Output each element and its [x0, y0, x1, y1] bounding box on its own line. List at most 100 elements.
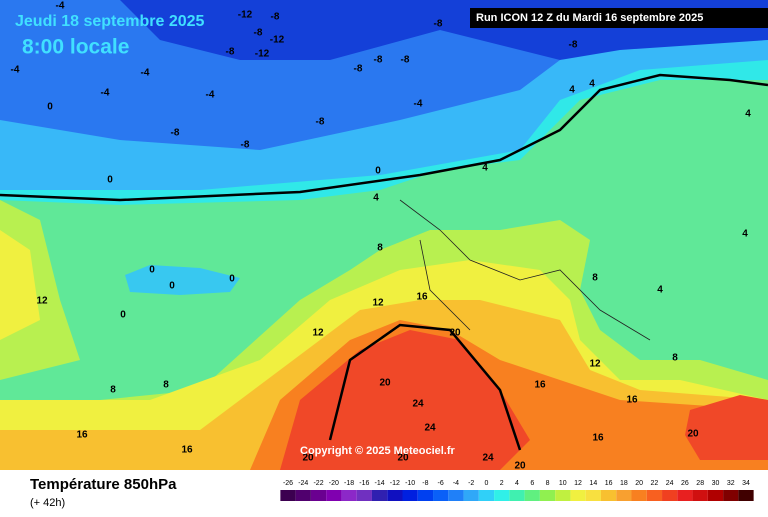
contour-label: 20 — [687, 429, 699, 440]
color-scale: -26 -24 -22 -20 -18 -16 -14 -12 -10 -8 -6 -4 -2 0 2 4 6 8… — [280, 480, 754, 501]
contour-label: -8 — [241, 140, 250, 151]
color-swatch — [387, 490, 403, 501]
color-swatch — [555, 490, 571, 501]
color-swatch — [600, 490, 617, 501]
copyright: Copyright © 2025 Meteociel.fr — [300, 445, 456, 457]
contour-label: -12 — [255, 49, 270, 60]
scale-label: -14 — [375, 480, 385, 487]
contour-label: 4 — [482, 163, 488, 174]
color-swatch — [539, 490, 556, 501]
band — [280, 330, 530, 470]
contour-label: -4 — [11, 65, 20, 76]
scale-label: -26 — [283, 480, 293, 487]
scale-label: 10 — [559, 480, 567, 487]
scale-label: 18 — [620, 480, 628, 487]
color-swatch — [448, 490, 464, 501]
contour-label: 0 — [149, 265, 155, 276]
scale-label: 24 — [666, 480, 674, 487]
color-swatch — [707, 490, 724, 501]
contour-label: 20 — [302, 453, 314, 464]
contour-label: 0 — [107, 175, 113, 186]
color-swatch — [570, 490, 586, 501]
scale-label: -20 — [329, 480, 339, 487]
contour-label: 0 — [120, 310, 126, 321]
contour-label: -8 — [569, 40, 578, 51]
scale-label: -6 — [438, 480, 444, 487]
color-swatch — [524, 490, 540, 501]
coastlines — [399, 199, 651, 341]
color-swatch — [631, 490, 647, 501]
contour-label: 24 — [424, 423, 436, 434]
color-swatch — [356, 490, 372, 501]
contour-label: 4 — [745, 109, 751, 120]
contour-label: -4 — [141, 68, 150, 79]
scale-label: 26 — [681, 480, 689, 487]
contour-label: -8 — [254, 28, 263, 39]
forecast-time: 8:00 locale — [22, 36, 129, 59]
color-swatch — [478, 490, 495, 501]
contour-label: 0 — [375, 166, 381, 177]
color-swatch — [662, 490, 678, 501]
contour-label: 4 — [589, 79, 595, 90]
scale-label: 6 — [530, 480, 534, 487]
contour-label: 8 — [163, 380, 169, 391]
scale-label: -2 — [468, 480, 474, 487]
scale-label: 14 — [589, 480, 597, 487]
color-swatch — [341, 490, 357, 501]
band — [685, 395, 768, 460]
scale-label: -22 — [313, 480, 323, 487]
color-swatch — [692, 490, 708, 501]
band — [125, 265, 240, 295]
contour-label: 24 — [482, 453, 494, 464]
run-info: Run ICON 12 Z du Mardi 16 septembre 2025 — [476, 12, 703, 24]
contour-label: -8 — [434, 19, 443, 30]
forecast-step: (+ 42h) — [30, 497, 65, 509]
scale-label: -8 — [422, 480, 428, 487]
contour-label: -12 — [270, 35, 285, 46]
contour-label: 8 — [110, 385, 116, 396]
contour-label: 16 — [626, 395, 638, 406]
contour-label: 16 — [416, 292, 428, 303]
contour-label: 8 — [377, 243, 383, 254]
contour-label: 4 — [742, 229, 748, 240]
contour-label: 20 — [449, 328, 461, 339]
scale-label: 34 — [742, 480, 750, 487]
contour-label: -4 — [206, 90, 215, 101]
color-swatch — [295, 490, 311, 501]
contour-label: 8 — [672, 353, 678, 364]
color-swatch — [310, 490, 327, 501]
contour-label: 4 — [657, 285, 663, 296]
contour-label: -8 — [316, 117, 325, 128]
color-swatch — [417, 490, 434, 501]
scale-label: 16 — [605, 480, 613, 487]
scale-label: -18 — [344, 480, 354, 487]
contour-label: 8 — [592, 273, 598, 284]
color-swatch — [433, 490, 449, 501]
contour-label: 20 — [379, 378, 391, 389]
contour-label: -8 — [226, 47, 235, 58]
color-swatch — [371, 490, 388, 501]
color-swatch — [723, 490, 739, 501]
color-swatch — [326, 490, 342, 501]
scale-label: -10 — [405, 480, 415, 487]
color-swatch — [509, 490, 525, 501]
color-swatch — [463, 490, 479, 501]
contour-label: 0 — [169, 281, 175, 292]
color-swatch — [646, 490, 663, 501]
zero-isotherm — [0, 73, 768, 202]
contour-label: 16 — [592, 433, 604, 444]
contour-label: -4 — [414, 99, 423, 110]
scale-label: 28 — [696, 480, 704, 487]
contour-label: -8 — [271, 12, 280, 23]
temperature-field — [0, 0, 768, 470]
scale-label: -16 — [359, 480, 369, 487]
contour-label: 0 — [229, 274, 235, 285]
scale-label: 2 — [500, 480, 504, 487]
contour-label: 0 — [47, 102, 53, 113]
scale-label: 30 — [712, 480, 720, 487]
contour-label: 20 — [397, 453, 409, 464]
contour-label: 4 — [373, 193, 379, 204]
isotherm-20 — [328, 323, 522, 451]
color-swatch — [616, 490, 632, 501]
